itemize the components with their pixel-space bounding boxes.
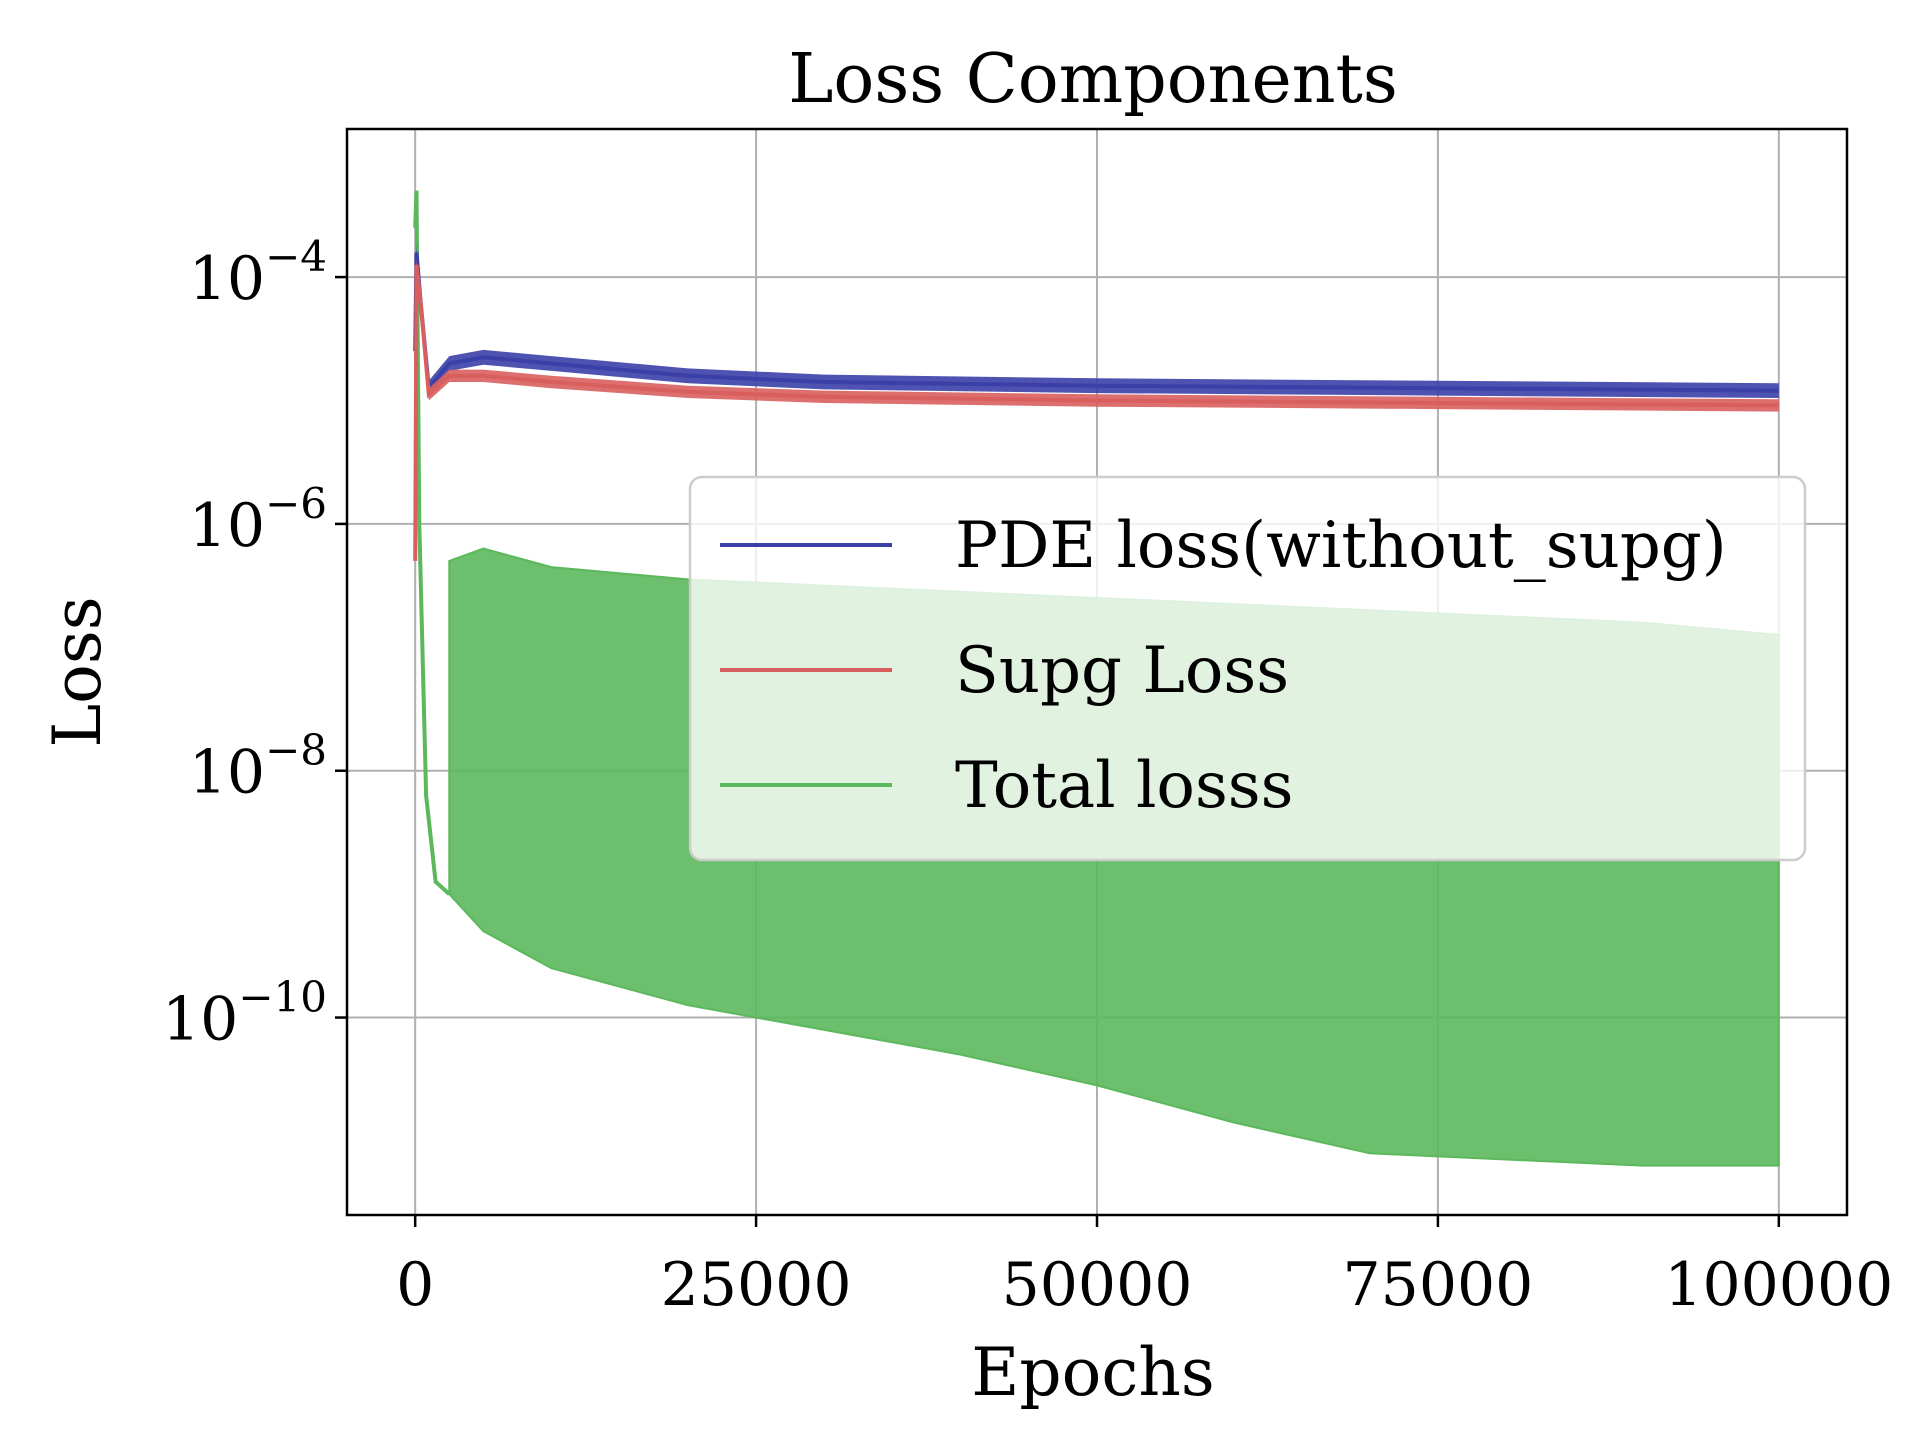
legend-box xyxy=(688,475,1807,862)
legend-label-0: PDE loss(without_supg) xyxy=(955,509,1727,583)
series-total-loss-line xyxy=(413,190,451,896)
x-tick-label-2: 50000 xyxy=(1002,1250,1193,1320)
legend-label-2: Total losss xyxy=(955,749,1293,823)
x-tick-label-4: 100000 xyxy=(1664,1250,1893,1320)
series-supg-loss-line xyxy=(413,264,1779,561)
chart-title: Loss Components xyxy=(788,40,1397,119)
x-tick-label-1: 25000 xyxy=(661,1250,852,1320)
x-tick-label-0: 0 xyxy=(396,1250,434,1320)
tick-layer: 0 25000 50000 75000 100000 10−4 10−6 10−8 10−10 xyxy=(162,232,1893,1320)
y-tick-label-3: 10−10 xyxy=(162,973,327,1055)
x-axis-label: Epochs xyxy=(971,1334,1215,1411)
series-pde-loss-band xyxy=(415,245,1779,398)
x-tick-label-3: 75000 xyxy=(1342,1250,1533,1320)
y-tick-label-0: 10−4 xyxy=(189,232,327,314)
y-axis-label: Loss xyxy=(39,596,116,747)
legend: PDE loss(without_supg) Supg Loss Total los… xyxy=(688,475,1807,862)
legend-label-1: Supg Loss xyxy=(955,634,1289,708)
y-tick-label-1: 10−6 xyxy=(189,479,327,561)
y-tick-label-2: 10−8 xyxy=(189,726,327,808)
